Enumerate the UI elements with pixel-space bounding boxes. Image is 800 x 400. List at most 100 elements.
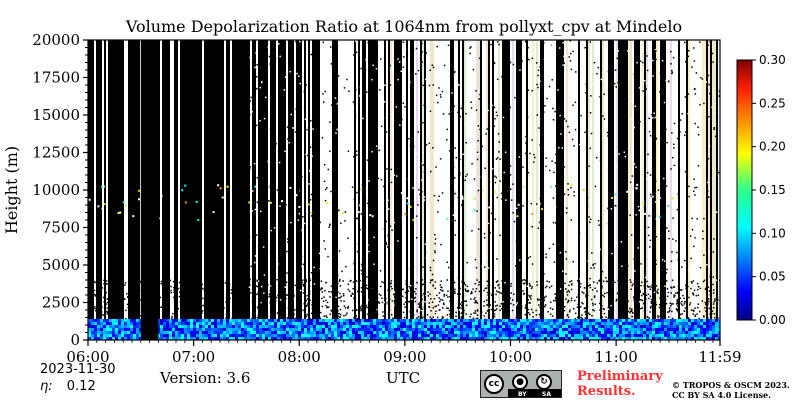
speckle	[409, 204, 412, 206]
speckle	[552, 197, 555, 199]
speckle	[648, 117, 650, 120]
speckle	[112, 297, 114, 299]
speckle	[211, 315, 213, 317]
speckle	[483, 315, 486, 317]
speckle	[614, 69, 617, 71]
layer-cell	[307, 328, 310, 331]
layer-cell	[571, 325, 574, 328]
speckle	[692, 309, 695, 312]
noise-column	[384, 40, 386, 340]
speckle	[380, 221, 383, 223]
layer-cell	[676, 319, 679, 322]
y-tick-label: 10000	[32, 181, 80, 199]
sa-icon: ↻	[536, 374, 552, 390]
layer-cell	[469, 322, 472, 325]
speckle	[527, 299, 530, 301]
layer-cell	[706, 337, 709, 340]
layer-cell	[373, 322, 376, 325]
speckle	[242, 306, 244, 309]
layer-cell	[517, 319, 520, 322]
speckle	[708, 196, 710, 198]
speckle	[310, 271, 313, 274]
speckle	[651, 117, 654, 119]
speckle	[493, 309, 496, 312]
speckle	[703, 102, 705, 105]
layer-cell	[655, 319, 658, 322]
layer-cell	[448, 334, 451, 337]
layer-cell	[568, 328, 571, 331]
speckle	[531, 90, 533, 92]
noise-column	[370, 40, 372, 340]
layer-cell	[496, 319, 499, 322]
speckle	[687, 285, 689, 288]
speckle	[441, 299, 444, 301]
speckle	[249, 292, 252, 294]
speckle	[266, 87, 269, 89]
layer-cell	[157, 328, 160, 331]
speckle	[611, 252, 613, 255]
layer-cell	[256, 334, 259, 337]
layer-cell	[295, 325, 298, 328]
layer-cell	[535, 322, 538, 325]
speckle	[592, 309, 594, 311]
layer-cell	[244, 331, 247, 334]
noise-column	[234, 40, 236, 340]
speckle	[256, 75, 258, 78]
speckle	[603, 50, 605, 52]
speckle	[453, 281, 456, 284]
speckle	[606, 131, 609, 134]
layer-cell	[391, 319, 394, 322]
speckle	[714, 135, 717, 138]
speckle	[337, 282, 339, 285]
layer-cell	[406, 337, 409, 340]
speckle	[636, 59, 639, 61]
speckle	[284, 284, 287, 286]
speckle	[264, 302, 267, 304]
speckle	[281, 315, 283, 317]
speckle	[685, 285, 688, 288]
speckle	[440, 243, 442, 246]
speckle	[303, 106, 306, 109]
layer-cell	[661, 325, 664, 328]
speckle	[685, 287, 687, 290]
speckle	[100, 311, 103, 313]
speckle	[566, 285, 568, 288]
noise-column	[314, 40, 316, 340]
plot-area	[88, 40, 720, 340]
layer-cell	[517, 322, 520, 325]
speckle	[502, 180, 505, 183]
speckle	[394, 283, 397, 285]
layer-cell	[379, 325, 382, 328]
speckle	[567, 299, 570, 302]
speckle	[529, 152, 531, 155]
speckle	[304, 304, 307, 307]
speckle	[126, 292, 128, 295]
speckle	[681, 313, 683, 315]
speckle	[367, 244, 369, 246]
speckle	[637, 205, 640, 208]
layer-cell	[580, 319, 583, 322]
speckle	[449, 296, 451, 298]
speckle	[699, 41, 701, 43]
speckle	[524, 307, 527, 309]
layer-cell	[319, 328, 322, 331]
layer-cell	[691, 331, 694, 334]
speckle	[590, 298, 593, 301]
layer-cell	[586, 334, 589, 337]
speckle	[322, 300, 325, 302]
speckle	[530, 287, 533, 290]
speckle	[558, 47, 561, 49]
speckle	[311, 307, 314, 310]
speckle	[453, 71, 455, 74]
speckle	[346, 312, 348, 314]
speckle	[387, 301, 390, 303]
speckle	[625, 293, 628, 296]
cloud-cell	[434, 183, 437, 186]
speckle	[254, 195, 256, 197]
layer-cell	[700, 322, 703, 325]
speckle	[423, 306, 426, 309]
layer-cell	[250, 322, 253, 325]
speckle	[615, 73, 617, 75]
speckle	[117, 293, 119, 296]
speckle	[593, 296, 596, 298]
